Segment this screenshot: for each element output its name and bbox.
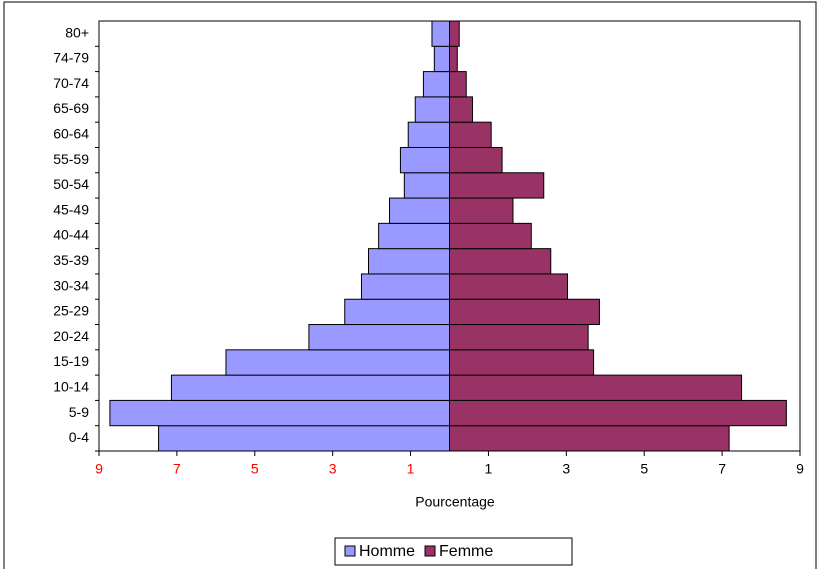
bar — [367, 248, 450, 275]
bar — [449, 273, 569, 300]
bar — [431, 20, 451, 47]
legend-box — [334, 537, 573, 566]
bar — [308, 324, 450, 351]
bar — [449, 121, 492, 148]
y-tick-label: 65-69 — [53, 100, 89, 116]
bar — [225, 349, 450, 376]
y-tick-label: 20-24 — [53, 328, 89, 344]
bar — [449, 374, 743, 401]
y-tick-label: 30-34 — [53, 277, 89, 293]
bar — [449, 399, 787, 427]
bar — [109, 399, 450, 427]
x-tick-label: 5 — [251, 461, 259, 477]
bar — [344, 298, 450, 326]
y-tick-label: 70-74 — [53, 75, 89, 91]
x-tick-label: 3 — [329, 461, 337, 477]
bar — [449, 71, 467, 98]
bar — [449, 349, 595, 376]
bar — [449, 20, 460, 47]
bar — [414, 96, 450, 123]
x-tick-label: 3 — [562, 461, 570, 477]
bar — [449, 298, 600, 326]
x-tick-label: 5 — [640, 461, 648, 477]
legend-swatch — [424, 545, 436, 557]
bar — [449, 222, 532, 250]
bar — [399, 146, 450, 174]
x-tick-label: 7 — [173, 461, 181, 477]
bar — [170, 374, 450, 401]
x-tick-label: 7 — [718, 461, 726, 477]
bar — [407, 121, 451, 148]
y-tick-label: 5-9 — [69, 404, 89, 420]
y-tick-label: 60-64 — [53, 126, 89, 142]
bar — [360, 273, 451, 300]
y-tick-label: 55-59 — [53, 151, 89, 167]
bar — [449, 45, 458, 73]
bar — [449, 197, 514, 224]
legend-label: Femme — [439, 543, 493, 560]
x-tick-label: 1 — [485, 461, 493, 477]
x-tick-label: 9 — [796, 461, 804, 477]
legend-swatch — [344, 545, 356, 557]
bar — [433, 45, 451, 73]
y-tick-label: 35-39 — [53, 252, 89, 268]
y-tick-label: 45-49 — [53, 201, 89, 217]
y-tick-label: 40-44 — [53, 227, 89, 243]
bar — [449, 248, 552, 275]
x-tick-label: 1 — [407, 461, 415, 477]
legend-label: Homme — [359, 543, 415, 560]
bar — [158, 425, 451, 452]
bar — [449, 96, 473, 123]
bar — [422, 71, 451, 98]
y-tick-label: 74-79 — [53, 50, 89, 66]
y-tick-label: 10-14 — [53, 378, 89, 394]
y-tick-label: 25-29 — [53, 303, 89, 319]
bar — [449, 146, 503, 174]
y-tick-label: 15-19 — [53, 353, 89, 369]
bar — [378, 222, 451, 250]
bar — [449, 324, 589, 351]
y-tick-label: 50-54 — [53, 176, 89, 192]
x-axis-title: Pourcentage — [415, 494, 495, 510]
bar — [403, 172, 450, 199]
bar — [449, 425, 730, 452]
x-tick-label: 9 — [95, 461, 103, 477]
bar — [389, 197, 450, 224]
bar — [449, 172, 545, 199]
y-tick-label: 80+ — [65, 24, 89, 40]
y-tick-label: 0-4 — [69, 429, 89, 445]
